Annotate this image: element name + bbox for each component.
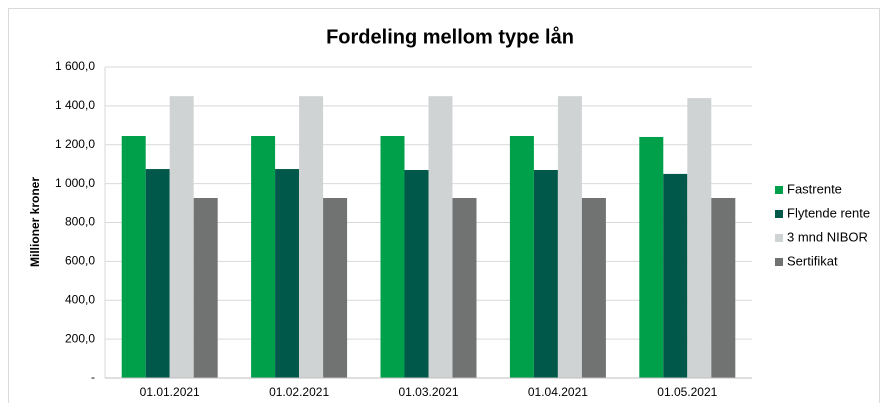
x-tick-label: 01.05.2021 (657, 385, 717, 399)
y-tick-label: 1 200,0 (55, 137, 95, 151)
bar (452, 198, 477, 378)
bar (581, 198, 606, 378)
bar (251, 136, 276, 378)
bar (299, 96, 324, 378)
bar (711, 198, 736, 378)
y-tick-label: 800,0 (65, 215, 95, 229)
y-tick-label: 1 600,0 (55, 59, 95, 73)
legend-label: Sertifikat (787, 253, 838, 268)
legend-swatch (775, 186, 783, 194)
legend-swatch (775, 210, 783, 218)
y-tick-label: 400,0 (65, 292, 95, 306)
bar (533, 170, 558, 378)
bar (121, 136, 146, 378)
legend-label: 3 mnd NIBOR (787, 229, 868, 244)
bar (145, 169, 170, 378)
legend-label: Fastrente (787, 181, 842, 196)
y-tick-label: - (91, 370, 95, 384)
y-tick-label: 1 400,0 (55, 98, 95, 112)
bar (663, 173, 688, 378)
bar (193, 198, 218, 378)
x-tick-label: 01.03.2021 (398, 385, 458, 399)
legend-swatch (775, 258, 783, 266)
bar (404, 170, 429, 378)
y-axis-label: Millioner kroner (28, 177, 42, 267)
x-tick-label: 01.01.2021 (140, 385, 200, 399)
bar (428, 96, 453, 378)
bar (323, 198, 348, 378)
bar (380, 136, 405, 378)
y-tick-label: 1 000,0 (55, 176, 95, 190)
bar (557, 96, 582, 378)
bar (639, 136, 664, 378)
bar (169, 96, 194, 378)
x-tick-label: 01.04.2021 (528, 385, 588, 399)
bar (687, 98, 712, 378)
legend-label: Flytende rente (787, 205, 870, 220)
y-tick-label: 200,0 (65, 331, 95, 345)
chart-title: Fordeling mellom type lån (326, 25, 574, 48)
legend-swatch (775, 234, 783, 242)
x-tick-label: 01.02.2021 (269, 385, 329, 399)
bar (275, 169, 300, 378)
y-tick-label: 600,0 (65, 254, 95, 268)
bar (509, 136, 534, 378)
